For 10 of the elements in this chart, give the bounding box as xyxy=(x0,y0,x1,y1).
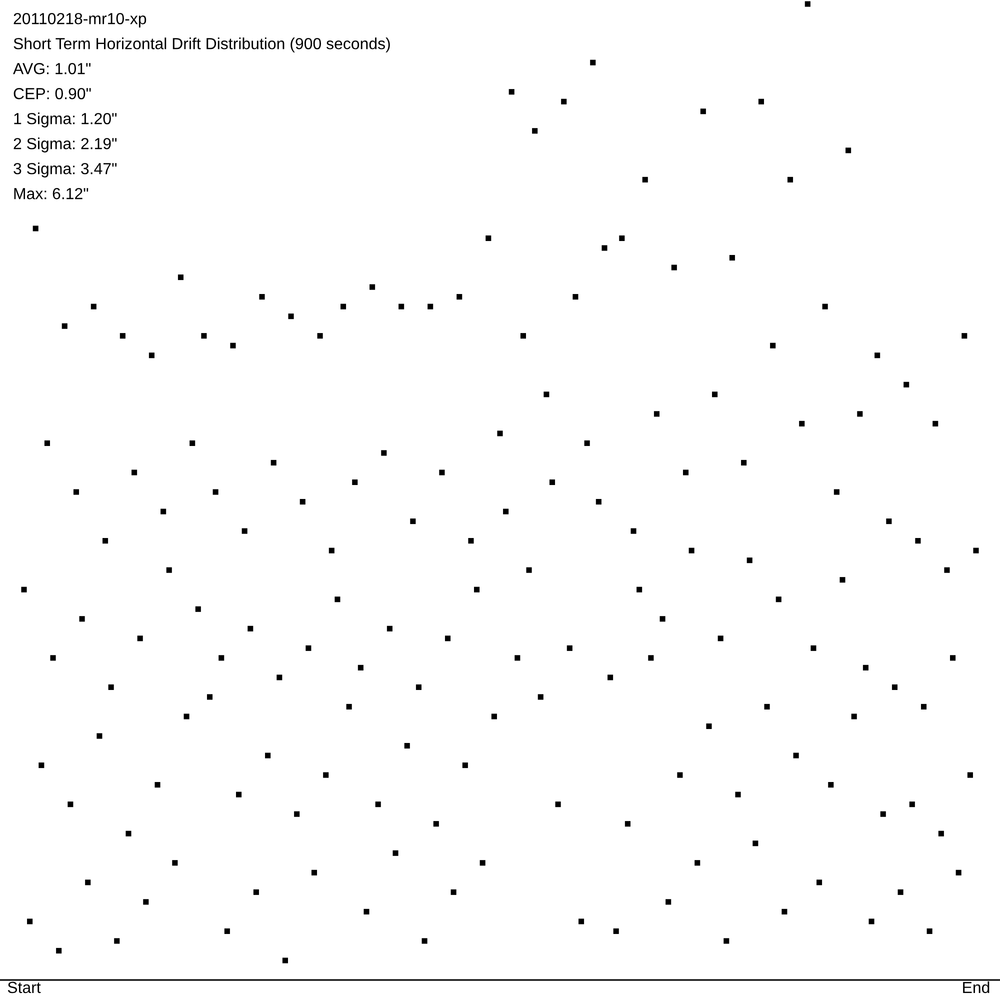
annotation: Max: 6.12" xyxy=(14,188,88,200)
annotation: 1 Sigma: 1.20" xyxy=(14,112,117,128)
x-tick-label: End xyxy=(963,981,990,994)
text: 20110218-mr10-xp xyxy=(14,12,146,28)
annotation: 2 Sigma: 2.19" xyxy=(14,138,117,152)
annotation: 3 Sigma: 3.47" xyxy=(14,162,117,178)
annotation: AVG: 1.01" xyxy=(13,62,91,74)
x-tick-label: Start xyxy=(8,982,41,994)
text: Short Term Horizontal Drift Distribution (900 seconds) xyxy=(14,38,390,52)
annotation: CEP: 0.90" xyxy=(14,88,91,100)
